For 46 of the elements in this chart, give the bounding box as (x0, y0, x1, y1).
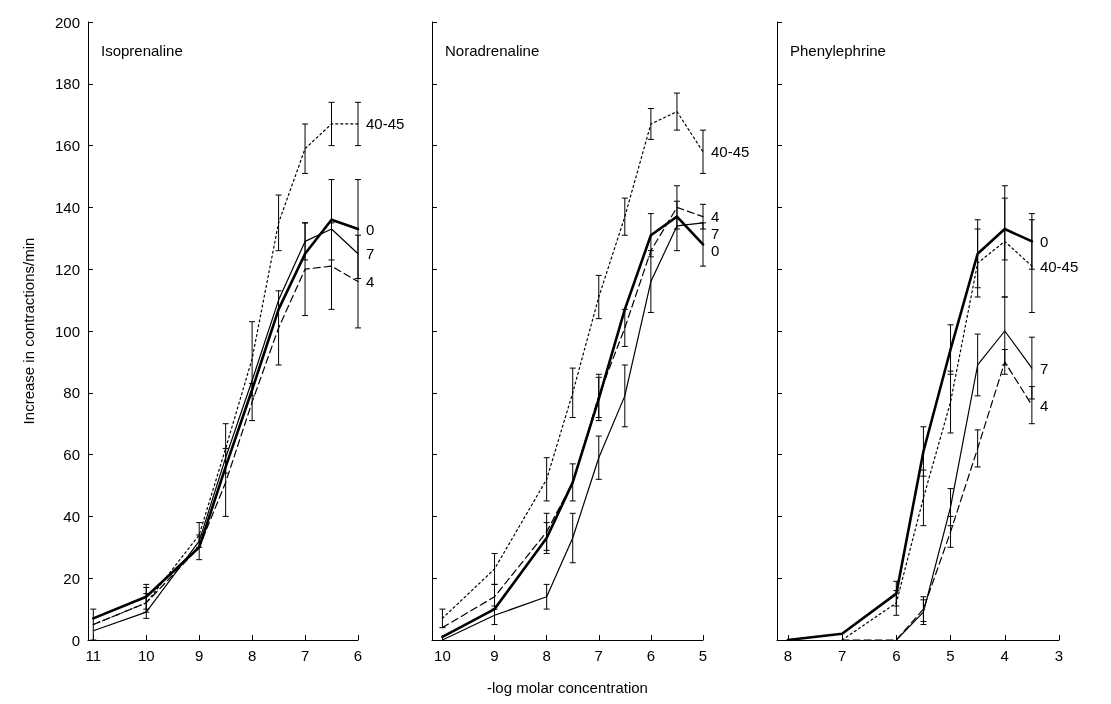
x-tick-label: 7 (837, 647, 847, 664)
y-tick-label: 60 (63, 446, 80, 464)
series-label: 40-45 (366, 115, 405, 133)
x-tick-label: 6 (353, 647, 363, 664)
x-tick-label: 7 (300, 647, 310, 664)
text: Phenylephrine (790, 42, 886, 59)
x-tick-label: 10 (434, 647, 451, 664)
text: Isoprenaline (101, 42, 183, 59)
x-tick-label: 9 (195, 647, 204, 664)
y-axis-title: Increase in contractions/min (20, 237, 37, 425)
series-label: 7 (1039, 359, 1049, 377)
x-tick-label: 6 (646, 647, 656, 664)
x-tick-label: 10 (137, 647, 155, 664)
x-tick-label: 3 (1054, 647, 1064, 664)
text: Noradrenaline (445, 42, 540, 59)
x-tick-label: 6 (892, 647, 901, 664)
series-label: 4 (366, 273, 375, 291)
y-tick-label: 40 (63, 507, 80, 525)
x-tick-label: 7 (594, 647, 603, 664)
series-label: 7 (711, 225, 720, 243)
y-tick-label: 180 (54, 75, 80, 93)
x-tick-label: 5 (946, 647, 955, 664)
series-label: 40-45 (711, 143, 750, 161)
y-tick-label: 120 (54, 260, 80, 278)
x-tick-label: 8 (247, 647, 257, 664)
series-label: 0 (366, 220, 375, 238)
series-label: 40-45 (1039, 257, 1079, 275)
x-tick-label: 8 (542, 647, 551, 664)
y-tick-label: 0 (71, 631, 80, 649)
y-tick-label: 200 (54, 13, 80, 31)
series-label: 4 (1039, 396, 1049, 414)
series-label: 0 (711, 242, 720, 260)
x-tick-label: 5 (698, 647, 708, 664)
y-tick-label: 80 (63, 384, 80, 402)
series-label: 7 (366, 245, 375, 263)
series-label: 0 (1039, 232, 1049, 250)
series-label: 4 (711, 208, 720, 226)
y-tick-label: 160 (54, 137, 80, 155)
x-tick-label: 9 (490, 647, 499, 664)
x-axis-title: -log molar concentration (487, 679, 648, 696)
x-tick-label: 4 (1000, 647, 1009, 664)
y-tick-label: 100 (54, 322, 80, 340)
y-tick-label: 20 (63, 569, 80, 587)
x-tick-label: 8 (783, 647, 793, 664)
x-tick-label: 11 (85, 647, 102, 664)
y-tick-label: 140 (54, 198, 80, 216)
